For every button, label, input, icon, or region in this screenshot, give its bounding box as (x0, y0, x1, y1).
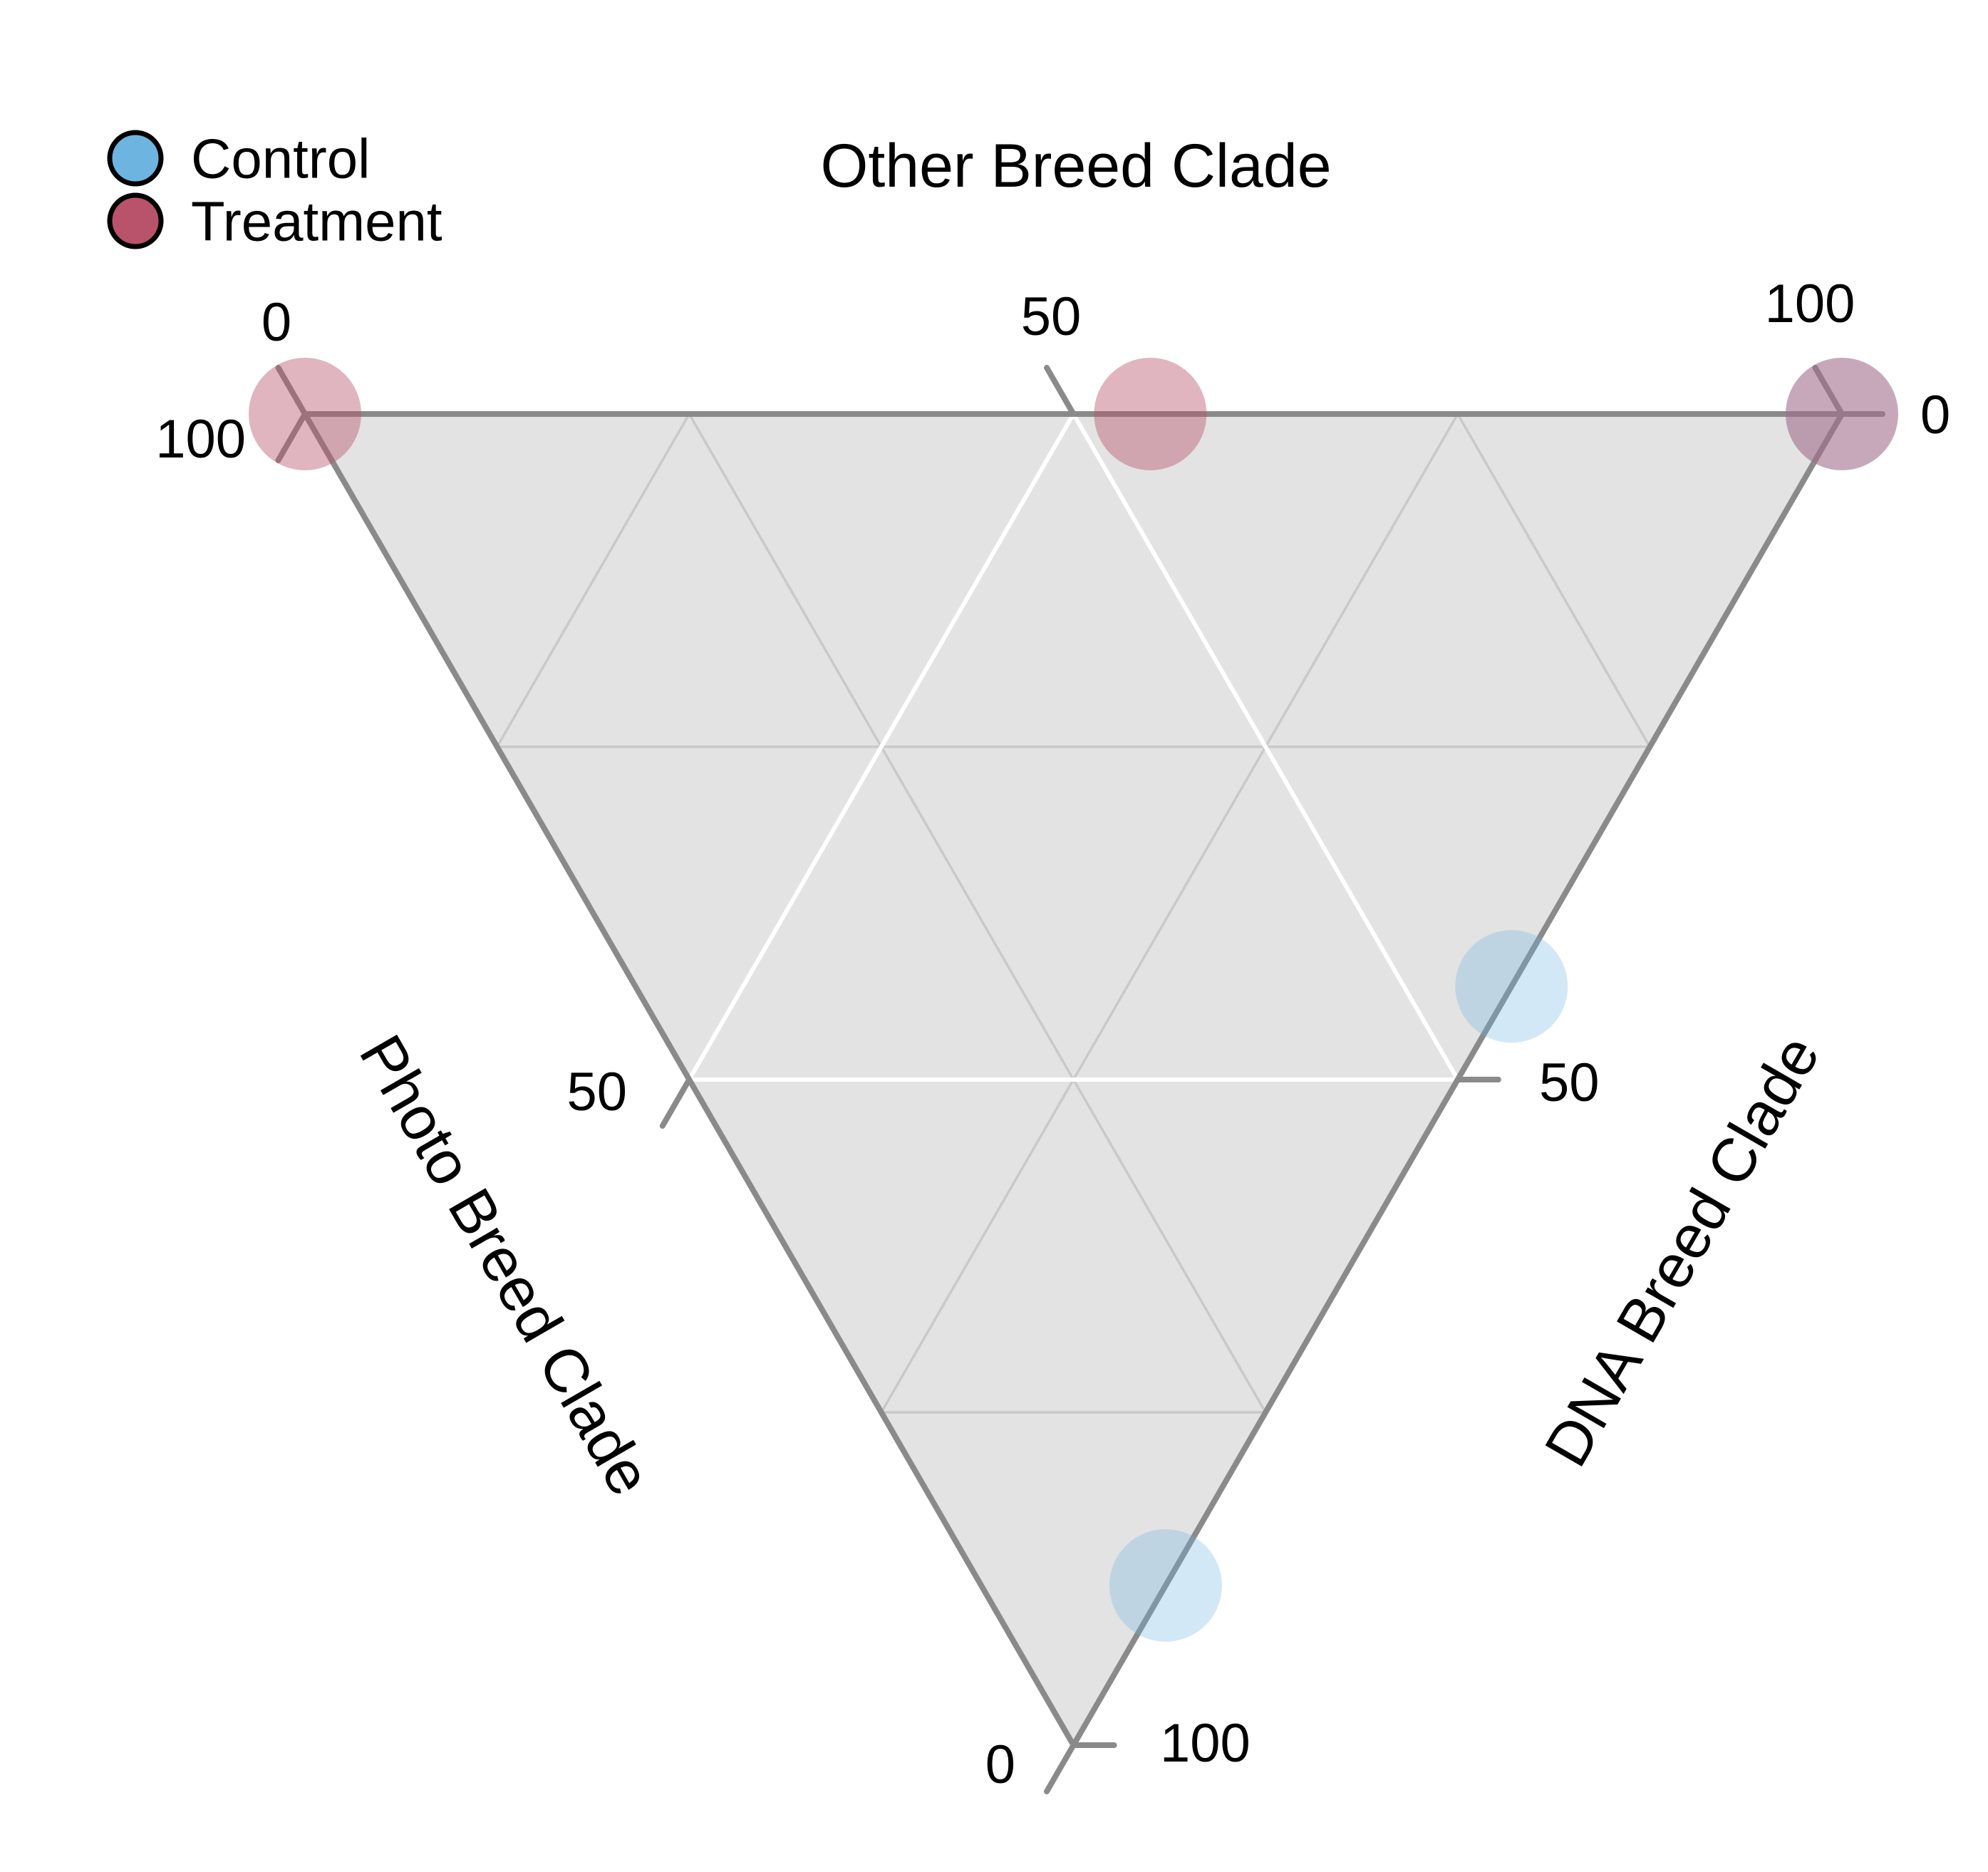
legend: Control Treatment (107, 127, 442, 252)
gridlines-major (687, 413, 1460, 1082)
data-point-control (1786, 358, 1898, 470)
tick-mark (1044, 365, 1077, 417)
tick-label: 50 (1021, 286, 1082, 347)
tick-mark (659, 1077, 693, 1129)
tick-mark (275, 411, 308, 463)
tick-label: 50 (566, 1062, 627, 1122)
tick-label: 0 (262, 292, 291, 353)
legend-swatch-treatment-icon (107, 192, 164, 249)
gridline-minor (1456, 413, 1651, 748)
data-point-treatment (1094, 358, 1207, 470)
data-points (249, 358, 1898, 1642)
gridline-minor (496, 413, 690, 748)
tick-mark (1044, 1742, 1077, 1794)
gridlines-minor (496, 413, 1651, 1414)
gridline-major (1071, 413, 1460, 1081)
tick-label: 100 (1160, 1713, 1251, 1774)
legend-label-control: Control (191, 127, 370, 190)
data-point-treatment (249, 358, 361, 470)
legend-label-treatment: Treatment (191, 190, 442, 252)
tick-mark (275, 365, 308, 417)
data-point-control (1455, 930, 1568, 1043)
axis-tick-labels: 0 50 100 0 50 100 100 50 0 (155, 274, 1950, 1795)
gridline-major (687, 413, 1076, 1081)
legend-swatch-control-icon (107, 130, 164, 187)
gridline-minor (880, 413, 1459, 1413)
gridline-minor (688, 413, 1267, 1413)
data-point-treatment (1786, 358, 1898, 470)
tick-label: 100 (155, 409, 246, 470)
data-point-control (1109, 1529, 1222, 1642)
tick-mark (1812, 365, 1845, 417)
top-axis-title: Other Breed Clade (820, 132, 1331, 200)
tick-label: 0 (985, 1734, 1015, 1795)
axis-ticks (275, 365, 1885, 1794)
tick-label: 100 (1765, 274, 1855, 334)
tick-label: 0 (1920, 385, 1950, 445)
tick-label: 50 (1539, 1053, 1600, 1113)
